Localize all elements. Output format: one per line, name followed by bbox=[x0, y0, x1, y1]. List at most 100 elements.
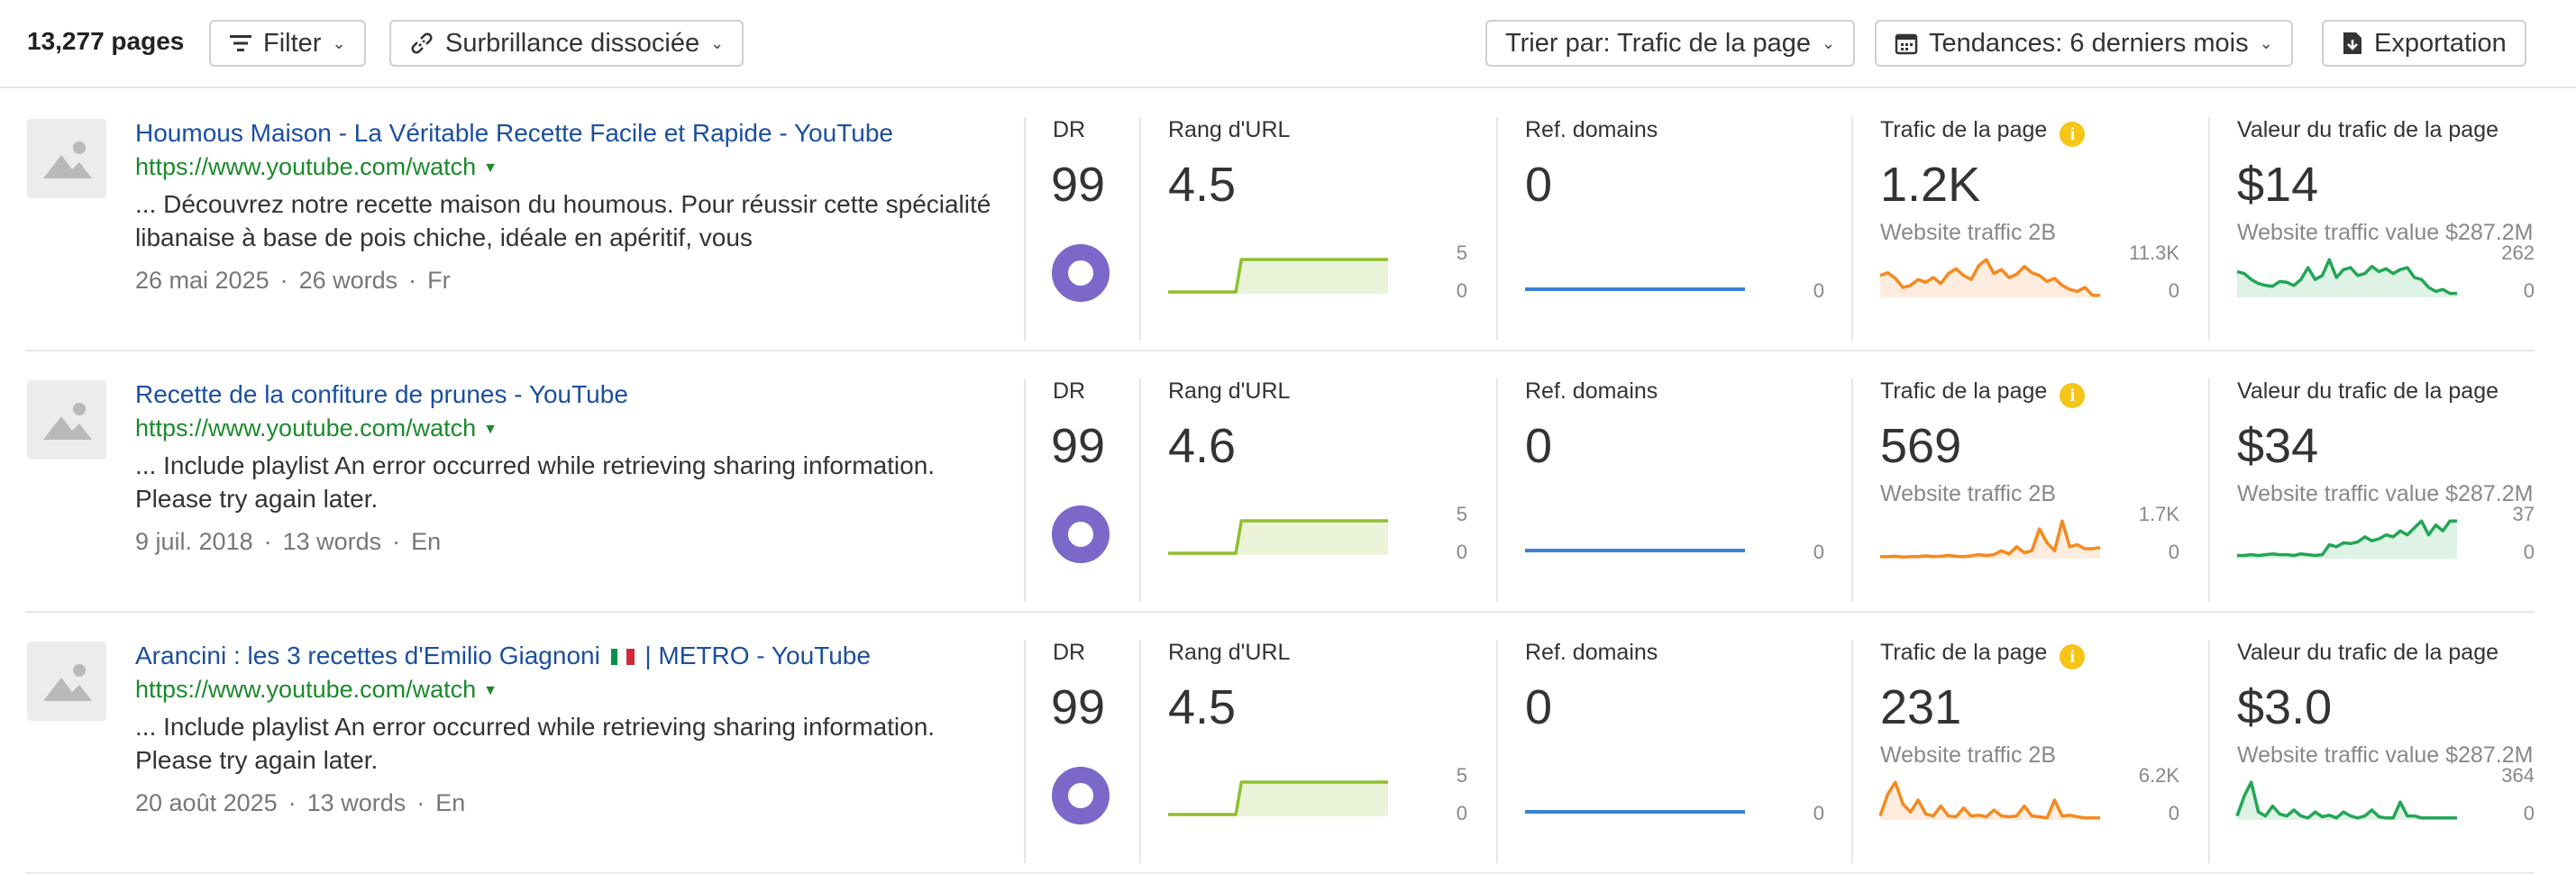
traffic-value-min: 0 bbox=[2523, 541, 2535, 563]
traffic-value-max: 364 bbox=[2501, 764, 2535, 787]
traffic-value-amount: $34 bbox=[2237, 419, 2319, 473]
export-button[interactable]: Exportation bbox=[2322, 20, 2526, 67]
page-title-link[interactable]: Recette de la confiture de prunes - YouT… bbox=[135, 380, 628, 409]
title-text-suffix: | METRO - YouTube bbox=[644, 642, 871, 669]
traffic-value-label: Valeur du trafic de la page bbox=[2237, 640, 2499, 665]
traffic-value-min: 0 bbox=[2523, 279, 2535, 302]
traffic-value-max: 37 bbox=[2512, 503, 2535, 525]
traffic-min: 0 bbox=[2168, 802, 2179, 824]
sparkline-area bbox=[1168, 259, 1388, 294]
filter-label: Filter bbox=[263, 28, 322, 58]
caret-down-icon[interactable]: ▼ bbox=[483, 683, 498, 698]
thumbnail bbox=[27, 642, 106, 721]
divider bbox=[1851, 117, 1853, 341]
traffic-label-text: Trafic de la page bbox=[1880, 117, 2048, 142]
traffic-value: 569 bbox=[1880, 419, 1962, 473]
dr-label: DR bbox=[1053, 378, 1086, 404]
url-rank-min: 0 bbox=[1456, 541, 1467, 563]
sparkline-area bbox=[1880, 259, 2100, 297]
traffic-sparkline bbox=[1878, 780, 2100, 820]
publish-date: 20 août 2025 bbox=[135, 789, 278, 816]
caret-down-icon[interactable]: ▼ bbox=[483, 160, 498, 176]
word-count: 13 words bbox=[282, 528, 382, 555]
table-row: Houmous Maison - La Véritable Recette Fa… bbox=[0, 90, 2535, 351]
sparkline-area bbox=[1168, 782, 1388, 816]
chevron-down-icon: ⌄ bbox=[1822, 33, 1836, 52]
page-title-link[interactable]: Arancini : les 3 recettes d'Emilio Giagn… bbox=[135, 642, 871, 670]
publish-date: 26 mai 2025 bbox=[135, 267, 269, 294]
info-icon[interactable]: i bbox=[2060, 122, 2086, 147]
page-title-link[interactable]: Houmous Maison - La Véritable Recette Fa… bbox=[135, 119, 893, 148]
sparkline-line bbox=[1879, 258, 2100, 297]
toolbar: 13,277 pages Filter ⌄ Surbrillance disso… bbox=[0, 0, 2576, 88]
language: En bbox=[435, 789, 466, 816]
unlink-icon bbox=[411, 32, 433, 54]
export-label: Exportation bbox=[2374, 28, 2507, 58]
trends-button[interactable]: Tendances: 6 derniers mois ⌄ bbox=[1875, 20, 2293, 67]
highlight-button[interactable]: Surbrillance dissociée ⌄ bbox=[389, 20, 744, 67]
sort-button[interactable]: Trier par: Trafic de la page ⌄ bbox=[1485, 20, 1856, 67]
page-snippet: ... Include playlist An error occurred w… bbox=[135, 713, 936, 774]
divider bbox=[2208, 117, 2210, 341]
page-url-link[interactable]: https://www.youtube.com/watch ▼ bbox=[135, 676, 498, 704]
page-snippet: ... Include playlist An error occurred w… bbox=[135, 451, 936, 513]
divider bbox=[1496, 378, 1498, 602]
sparkline-area bbox=[1880, 521, 2100, 559]
url-text: https://www.youtube.com/watch bbox=[135, 153, 477, 180]
url-rank-min: 0 bbox=[1456, 802, 1467, 824]
sparkline-line bbox=[1168, 780, 1388, 816]
url-text: https://www.youtube.com/watch bbox=[135, 414, 477, 442]
sparkline-line bbox=[2235, 780, 2457, 820]
ref-domains-min: 0 bbox=[1813, 802, 1824, 824]
filter-button[interactable]: Filter ⌄ bbox=[209, 20, 366, 67]
traffic-sparkline bbox=[1879, 258, 2100, 297]
url-rank-sparkline bbox=[1168, 519, 1388, 555]
chevron-down-icon: ⌄ bbox=[710, 33, 725, 52]
traffic-value-sparkline bbox=[2236, 258, 2457, 297]
word-count: 26 words bbox=[298, 267, 398, 294]
calendar-icon bbox=[1895, 33, 1918, 55]
traffic-max: 11.3K bbox=[2129, 241, 2179, 264]
word-count: 13 words bbox=[306, 789, 406, 816]
ref-domains-min: 0 bbox=[1813, 279, 1824, 302]
dr-label: DR bbox=[1053, 117, 1086, 142]
publish-date: 9 juil. 2018 bbox=[135, 528, 253, 555]
traffic-subtext: Website traffic 2B bbox=[1880, 481, 2056, 506]
traffic-value-label: Valeur du trafic de la page bbox=[2237, 378, 2499, 404]
divider bbox=[1024, 117, 1026, 341]
sparkline-area bbox=[2237, 259, 2457, 297]
url-rank-sparkline bbox=[1168, 780, 1388, 816]
divider bbox=[1139, 640, 1141, 863]
url-rank-min: 0 bbox=[1456, 279, 1467, 302]
divider bbox=[1851, 378, 1853, 602]
traffic-sparkline bbox=[1880, 519, 2101, 559]
url-rank-max: 5 bbox=[1456, 764, 1467, 787]
traffic-value-sparkline bbox=[2235, 780, 2457, 820]
traffic-value-amount: $14 bbox=[2237, 158, 2319, 212]
info-icon[interactable]: i bbox=[2060, 383, 2086, 408]
url-rank-label: Rang d'URL bbox=[1168, 378, 1291, 404]
image-placeholder-icon bbox=[43, 403, 92, 440]
traffic-value-subtext: Website traffic value $287.2M bbox=[2237, 481, 2534, 506]
highlight-label: Surbrillance dissociée bbox=[445, 28, 700, 58]
traffic-min: 0 bbox=[2168, 279, 2179, 302]
page-meta: 20 août 2025 · 13 words · En bbox=[135, 789, 466, 816]
ref-domains-sparkline bbox=[1525, 287, 1745, 291]
sparkline-area bbox=[2237, 521, 2457, 559]
traffic-subtext: Website traffic 2B bbox=[1880, 742, 2056, 768]
caret-down-icon[interactable]: ▼ bbox=[483, 422, 498, 437]
traffic-label: Trafic de la page i bbox=[1880, 640, 2086, 669]
info-icon[interactable]: i bbox=[2060, 644, 2086, 669]
ref-domains-label: Ref. domains bbox=[1525, 117, 1658, 142]
page-url-link[interactable]: https://www.youtube.com/watch ▼ bbox=[135, 153, 498, 181]
traffic-value-max: 262 bbox=[2501, 241, 2535, 264]
title-text: Houmous Maison - La Véritable Recette Fa… bbox=[135, 119, 893, 147]
chevron-down-icon: ⌄ bbox=[2259, 33, 2273, 52]
url-rank-value: 4.5 bbox=[1168, 158, 1237, 212]
divider bbox=[1496, 640, 1498, 863]
ref-domains-min: 0 bbox=[1813, 541, 1824, 563]
sparkline-line bbox=[2236, 258, 2457, 296]
page-url-link[interactable]: https://www.youtube.com/watch ▼ bbox=[135, 414, 498, 442]
dr-donut-chart bbox=[1052, 767, 1110, 824]
divider bbox=[1851, 640, 1853, 863]
